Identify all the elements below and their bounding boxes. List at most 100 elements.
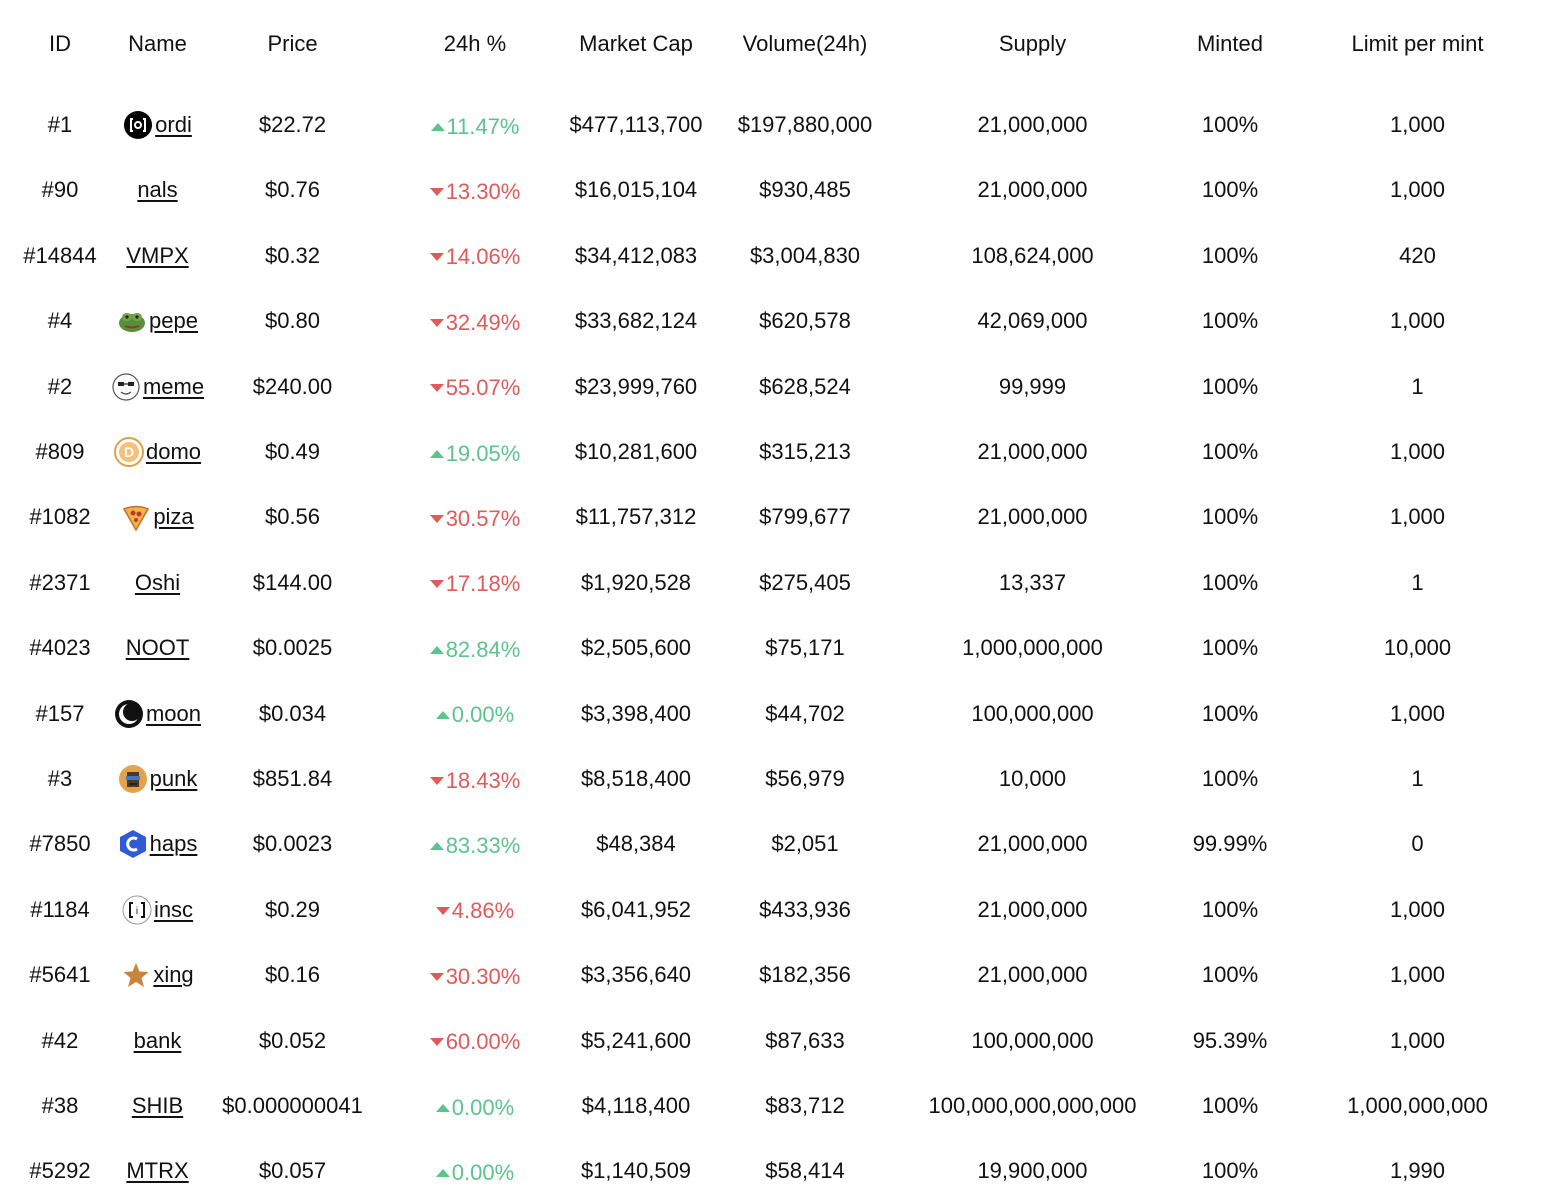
table-row[interactable]: #1184 i insc $0.29 4.86% $6,041,952 $433,936 21… bbox=[0, 885, 1542, 935]
supply: 19,900,000 bbox=[977, 1158, 1088, 1184]
market-cap: $6,041,952 bbox=[580, 896, 692, 922]
token-name-link[interactable]: Oshi bbox=[120, 570, 195, 596]
column-header-market-cap[interactable]: Market Cap bbox=[579, 31, 693, 56]
token-name-link[interactable]: i insc bbox=[120, 895, 195, 925]
minted: 100% bbox=[1201, 112, 1259, 137]
token-name-link[interactable]: MTRX bbox=[120, 1158, 195, 1184]
volume-24h: $197,880,000 bbox=[737, 112, 873, 137]
table-row[interactable]: #7850 haps $0.0023 83.33% $48,384 $2,051 21,00… bbox=[0, 819, 1542, 869]
token-name-link[interactable]: VMPX bbox=[120, 243, 195, 269]
table-row[interactable]: #38 SHIB $0.000000041 0.00% $4,118,400 $83,71… bbox=[0, 1081, 1542, 1131]
token-price: $0.16 bbox=[264, 962, 321, 988]
market-cap: $10,281,600 bbox=[574, 439, 698, 464]
limit-per-mint: 1,000 bbox=[1389, 700, 1446, 726]
triangle-down-icon bbox=[429, 776, 444, 785]
table-row[interactable]: #2 meme $240.00 55.07% $23,999,760 $628,524 99… bbox=[0, 362, 1542, 412]
market-cap: $23,999,760 bbox=[574, 373, 698, 399]
table-row[interactable]: #1 ordi $22.72 11.47% $477,113,700 $197,880,0… bbox=[0, 100, 1542, 150]
price-change-cell: 32.49% bbox=[390, 307, 560, 336]
token-price: $0.057 bbox=[258, 1158, 327, 1184]
token-name-link[interactable]: moon bbox=[114, 699, 201, 729]
insc-brackets-icon: i bbox=[122, 895, 152, 925]
column-header-volume[interactable]: Volume(24h) bbox=[742, 31, 868, 56]
token-price: $0.49 bbox=[264, 439, 321, 464]
price-change-value: 11.47% bbox=[446, 113, 520, 139]
price-change: 4.86% bbox=[435, 898, 514, 924]
token-id: #5641 bbox=[29, 962, 91, 988]
token-name: ordi bbox=[155, 112, 192, 137]
token-name-link[interactable]: piza bbox=[120, 502, 195, 532]
price-change: 13.30% bbox=[429, 179, 520, 205]
price-change-value: 17.18% bbox=[445, 571, 521, 597]
table-row[interactable]: #42 bank $0.052 60.00% $5,241,600 $87,633 100,… bbox=[0, 1016, 1542, 1066]
price-change-value: 83.33% bbox=[445, 832, 521, 858]
column-header-id[interactable]: ID bbox=[49, 31, 71, 56]
table-row[interactable]: #4023 NOOT $0.0025 82.84% $2,505,600 $75,171 1… bbox=[0, 623, 1542, 673]
triangle-down-icon bbox=[429, 972, 444, 981]
token-name-link[interactable]: SHIB bbox=[120, 1093, 195, 1119]
market-cap: $11,757,312 bbox=[575, 504, 697, 530]
minted: 100% bbox=[1201, 373, 1259, 399]
table-row[interactable]: #5292 MTRX $0.057 0.00% $1,140,509 $58,414 19,… bbox=[0, 1146, 1542, 1196]
column-header-price[interactable]: Price bbox=[267, 31, 318, 56]
price-change-cell: 17.18% bbox=[390, 568, 560, 597]
supply: 21,000,000 bbox=[977, 962, 1088, 988]
price-change: 11.47% bbox=[430, 113, 520, 140]
table-row[interactable]: #157 moon $0.034 0.00% $3,398,400 $44,702 100,… bbox=[0, 689, 1542, 739]
triangle-down-icon bbox=[429, 384, 444, 393]
table-row[interactable]: #5641 xing $0.16 30.30% $3,356,640 $182,356 21… bbox=[0, 950, 1542, 1000]
triangle-down-icon bbox=[429, 318, 444, 327]
token-name-link[interactable]: haps bbox=[119, 829, 197, 859]
token-id: #3 bbox=[47, 766, 73, 791]
token-name-link[interactable]: ordi bbox=[120, 110, 195, 140]
supply: 21,000,000 bbox=[977, 112, 1088, 137]
token-name-link[interactable]: meme bbox=[112, 372, 204, 402]
column-header-supply[interactable]: Supply bbox=[998, 31, 1067, 56]
token-name-link[interactable]: xing bbox=[120, 960, 195, 990]
limit-per-mint: 1,000 bbox=[1389, 504, 1446, 530]
token-name-link[interactable]: pepe bbox=[119, 306, 198, 336]
token-name-link[interactable]: bank bbox=[120, 1028, 195, 1054]
table-row[interactable]: #3 punk $851.84 18.43% $8,518,400 $56,979 10,0… bbox=[0, 754, 1542, 804]
table-row[interactable]: #90 nals $0.76 13.30% $16,015,104 $930,485 21,… bbox=[0, 165, 1542, 215]
token-name-link[interactable]: punk bbox=[118, 764, 197, 794]
table-row[interactable]: #1082 piza $0.56 30.57% $11,757,312 $799,677 2… bbox=[0, 492, 1542, 542]
svg-text:D: D bbox=[124, 444, 134, 460]
market-cap: $1,920,528 bbox=[580, 569, 692, 595]
supply: 108,624,000 bbox=[971, 242, 1094, 268]
token-id: #42 bbox=[41, 1027, 79, 1053]
column-header-24h-change[interactable]: 24h % bbox=[443, 31, 507, 56]
market-cap: $16,015,104 bbox=[574, 177, 698, 203]
minted: 100% bbox=[1201, 504, 1259, 530]
column-header-limit-per-mint[interactable]: Limit per mint bbox=[1351, 31, 1484, 56]
supply: 100,000,000 bbox=[971, 700, 1094, 726]
price-change: 0.00% bbox=[435, 702, 514, 728]
price-change: 30.57% bbox=[429, 505, 521, 532]
table-row[interactable]: #2371 Oshi $144.00 17.18% $1,920,528 $275,405… bbox=[0, 558, 1542, 608]
price-change: 83.33% bbox=[429, 832, 521, 859]
triangle-down-icon bbox=[429, 253, 444, 262]
volume-24h: $3,004,830 bbox=[749, 242, 861, 268]
price-change-cell: 0.00% bbox=[390, 699, 560, 728]
minted: 100% bbox=[1201, 569, 1259, 595]
volume-24h: $87,633 bbox=[765, 1027, 845, 1053]
column-header-name[interactable]: Name bbox=[128, 31, 187, 56]
supply: 42,069,000 bbox=[977, 308, 1088, 334]
token-name-link[interactable]: nals bbox=[120, 177, 195, 203]
limit-per-mint: 1,000 bbox=[1389, 308, 1446, 334]
token-name: Oshi bbox=[134, 569, 181, 595]
market-cap: $2,505,600 bbox=[580, 635, 692, 661]
limit-per-mint: 1 bbox=[1411, 569, 1424, 595]
price-change: 60.00% bbox=[429, 1029, 520, 1055]
volume-24h: $620,578 bbox=[759, 308, 851, 334]
table-row[interactable]: #4 pepe $0.80 32.49% $33,682,124 $620,578 42,0… bbox=[0, 296, 1542, 346]
token-name-link[interactable]: NOOT bbox=[120, 635, 195, 661]
price-change-value: 82.84% bbox=[445, 636, 521, 662]
limit-per-mint: 1,000 bbox=[1389, 962, 1446, 988]
column-header-minted[interactable]: Minted bbox=[1196, 31, 1264, 56]
price-change-cell: 60.00% bbox=[390, 1026, 560, 1055]
price-change-value: 30.57% bbox=[445, 505, 521, 531]
table-row[interactable]: #14844 VMPX $0.32 14.06% $34,412,083 $3,004,8… bbox=[0, 231, 1542, 281]
